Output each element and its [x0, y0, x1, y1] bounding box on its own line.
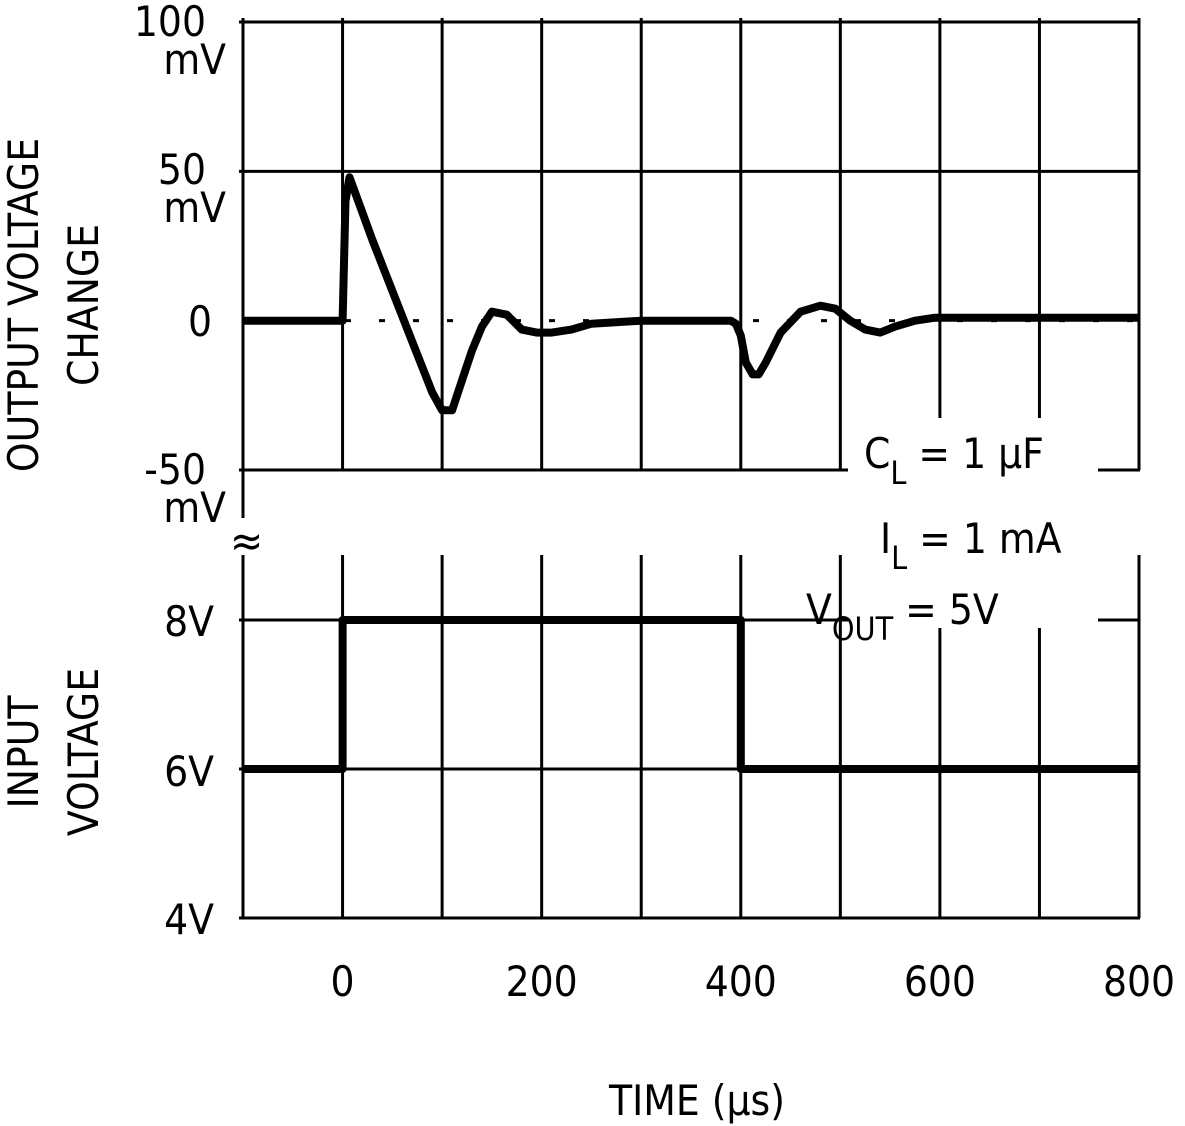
output-y-tick-0: 0 — [188, 297, 212, 346]
x-tick-label: 400 — [705, 957, 777, 1006]
output-voltage-series — [243, 173, 1139, 415]
input-y-axis-title-line1: INPUT — [0, 695, 48, 809]
output-y-axis-title-line1: OUTPUT VOLTAGE — [0, 138, 48, 472]
x-tick-label: 600 — [904, 957, 976, 1006]
annotation-capacitance: CL = 1 μF — [864, 429, 1044, 492]
x-axis-ticks: 0 200 400 600 800 — [331, 957, 1176, 1006]
input-voltage-series — [243, 616, 1139, 773]
annotation-load-current: IL = 1 mA — [880, 514, 1062, 577]
x-tick-label: 800 — [1103, 957, 1175, 1006]
chart-series — [243, 173, 1139, 773]
input-y-tick-8v: 8V — [164, 597, 214, 646]
output-y-axis-title-line2: CHANGE — [59, 224, 108, 386]
output-y-tick-minus-50: -50 — [144, 445, 206, 494]
axis-break-symbol: ≈ — [230, 516, 263, 567]
x-tick-label: 200 — [506, 957, 578, 1006]
output-y-tick-50-unit: mV — [163, 183, 226, 232]
input-y-tick-4v: 4V — [164, 895, 214, 944]
output-y-tick-minus-50-unit: mV — [163, 483, 226, 532]
annotation-output-voltage: VOUT = 5V — [806, 585, 999, 648]
output-y-axis-title: OUTPUT VOLTAGE CHANGE — [0, 138, 108, 472]
input-y-axis-title-line2: VOLTAGE — [59, 668, 108, 836]
x-axis-title: TIME (μs) — [608, 1076, 785, 1125]
x-tick-label: 0 — [331, 957, 355, 1006]
input-y-tick-6v: 6V — [164, 747, 214, 796]
output-y-tick-50: 50 — [158, 145, 206, 194]
output-y-tick-100: 100 — [134, 0, 206, 46]
output-y-tick-100-unit: mV — [163, 35, 226, 84]
annotation-background — [848, 418, 1098, 628]
input-y-axis-title: INPUT VOLTAGE — [0, 668, 108, 836]
